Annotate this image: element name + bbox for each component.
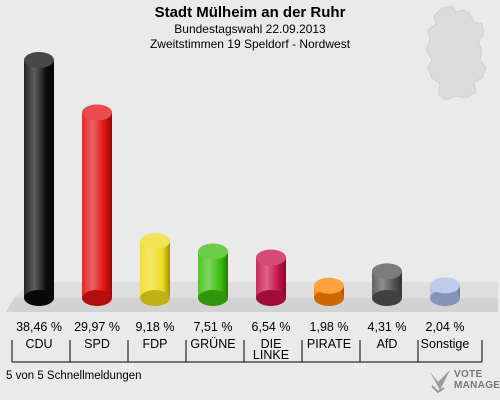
data-label: 4,31 % — [368, 320, 407, 334]
chart-title: Stadt Mülheim an der Ruhr — [154, 4, 346, 21]
category-label: FDP — [143, 337, 168, 351]
chart-header: Stadt Mülheim an der Ruhr Bundestagswahl… — [0, 4, 500, 52]
vote-manager-logo: VOTE MANAGER — [428, 366, 500, 396]
bar-base — [82, 290, 112, 306]
category-label: SPD — [84, 337, 110, 351]
data-label: 1,98 % — [310, 320, 349, 334]
chart-subtitle: Bundestagswahl 22.09.2013 — [174, 22, 326, 36]
bar-base — [198, 290, 228, 306]
bar — [82, 112, 112, 298]
bar-top — [372, 263, 402, 280]
category-label: Sonstige — [421, 337, 470, 351]
category-label: LINKE — [253, 348, 289, 362]
bar-top — [24, 52, 54, 68]
vote-manager-logo-text: VOTE MANAGER — [454, 369, 500, 391]
bar-base — [256, 290, 286, 306]
category-label: AfD — [377, 337, 398, 351]
vote-manager-logo-icon — [430, 370, 450, 394]
category-label: PIRATE — [307, 337, 351, 351]
bar — [24, 60, 54, 298]
category-label: CDU — [25, 337, 52, 351]
data-label: 2,04 % — [426, 320, 465, 334]
data-label: 9,18 % — [136, 320, 175, 334]
category-label: DIE — [261, 337, 282, 351]
chart-floor — [6, 298, 498, 312]
bar-top — [198, 243, 228, 260]
bar-base — [430, 290, 460, 306]
bar-top — [430, 277, 460, 294]
data-label: 7,51 % — [194, 320, 233, 334]
bar — [140, 241, 170, 298]
bar-top — [140, 233, 170, 250]
data-label: 29,97 % — [74, 320, 120, 334]
germany-map-icon — [425, 5, 487, 101]
bar-top — [314, 277, 344, 294]
category-label: GRÜNE — [190, 337, 235, 351]
bar-base — [314, 290, 344, 306]
data-label: 38,46 % — [16, 320, 62, 334]
chart-subtitle-district: Zweitstimmen 19 Speldorf - Nordwest — [149, 37, 351, 51]
bar-base — [140, 290, 170, 306]
bar-base — [24, 290, 54, 306]
bar-base — [372, 290, 402, 306]
reporting-status: 5 von 5 Schnellmeldungen — [6, 370, 142, 382]
bar-top — [256, 249, 286, 266]
bar-top — [82, 104, 112, 121]
data-label: 6,54 % — [252, 320, 291, 334]
